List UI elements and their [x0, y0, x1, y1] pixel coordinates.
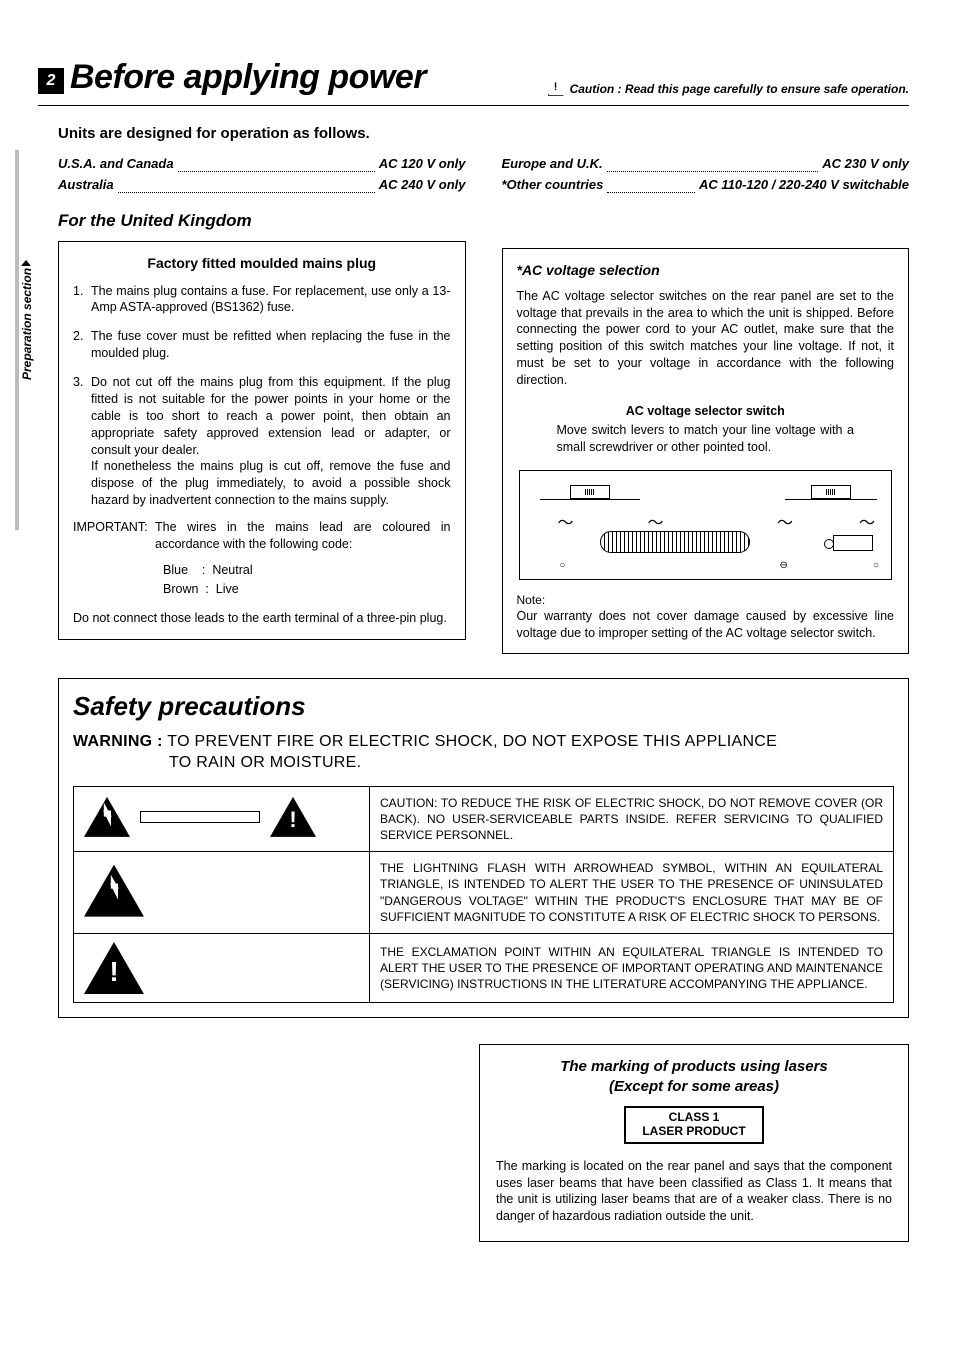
laser-text: The marking is located on the rear panel…	[496, 1158, 892, 1226]
list-num: 3.	[73, 374, 91, 458]
voltage-spec: AC 240 V only	[379, 175, 466, 196]
wire-blue: Blue : Neutral	[163, 561, 451, 580]
exclamation-triangle-icon: !	[270, 797, 316, 837]
laser-badge-1: CLASS 1	[669, 1110, 720, 1124]
uk-footer: Do not connect those leads to the earth …	[73, 610, 451, 627]
table-row: ! THE EXCLAMATION POINT WITHIN AN EQUILA…	[74, 934, 894, 1003]
laser-badge: CLASS 1 LASER PRODUCT	[624, 1106, 764, 1144]
header-caution-text: Caution : Read this page carefully to en…	[570, 81, 909, 97]
tilde-icon: 〜	[777, 513, 793, 535]
diagram-line	[785, 499, 877, 500]
list-num: 2.	[73, 328, 91, 362]
safety-title: Safety precautions	[73, 689, 894, 724]
voltage-spec: AC 110-120 / 220-240 V switchable	[699, 175, 909, 196]
switch-slot	[811, 485, 851, 499]
caution-plate-rect	[140, 811, 260, 823]
lightning-triangle-icon	[84, 797, 130, 837]
voltage-row: Australia AC 240 V only	[58, 175, 466, 196]
caution-icon: !	[548, 82, 564, 96]
lightning-triangle-icon	[84, 865, 144, 917]
laser-badge-2: LASER PRODUCT	[642, 1124, 745, 1138]
note-text: Our warranty does not cover damage cause…	[517, 608, 895, 642]
tilde-icon: 〜	[859, 513, 875, 535]
dots	[118, 175, 375, 193]
symbol-cell: !	[74, 934, 370, 1003]
caution-plate-cell: !	[74, 786, 370, 852]
uk-box-title: Factory fitted moulded mains plug	[73, 254, 451, 273]
list-text: Do not cut off the mains plug from this …	[91, 374, 451, 458]
voltage-row: U.S.A. and Canada AC 120 V only	[58, 154, 466, 175]
header: Before applying power ! Caution : Read t…	[0, 0, 954, 101]
screw-icon: ⊖	[780, 559, 788, 573]
page-title: Before applying power	[70, 55, 426, 101]
voltage-list-right: Europe and U.K. AC 230 V only *Other cou…	[502, 154, 910, 196]
voltage-region: *Other countries	[502, 175, 604, 196]
important-row: IMPORTANT: The wires in the mains lead a…	[73, 519, 451, 553]
symbol-cell	[74, 852, 370, 934]
list-num: 1.	[73, 283, 91, 317]
note-label: Note:	[517, 592, 895, 608]
ac-sub-text: Move switch levers to match your line vo…	[557, 422, 855, 456]
side-section-label: Preparation section	[19, 268, 35, 380]
tilde-icon: 〜	[558, 513, 574, 535]
exclamation-text: THE EXCLAMATION POINT WITHIN AN EQUILATE…	[370, 934, 894, 1003]
wire-colors: Blue : Neutral Brown : Live	[163, 561, 451, 599]
list-item: 1.The mains plug contains a fuse. For re…	[73, 283, 451, 317]
intro-text: Units are designed for operation as foll…	[0, 106, 954, 154]
voltage-spec: AC 230 V only	[822, 154, 909, 175]
ac-body: The AC voltage selector switches on the …	[517, 288, 895, 389]
list-text: The mains plug contains a fuse. For repl…	[91, 283, 451, 317]
list-item: 3.Do not cut off the mains plug from thi…	[73, 374, 451, 458]
warning-text-2: TO RAIN OR MOISTURE.	[73, 752, 894, 774]
exclamation-triangle-icon: !	[84, 942, 144, 994]
switch-diagram: 〜 〜 〜 〜 ○ ⊖ ○	[519, 470, 893, 580]
symbol-table: ! CAUTION: TO REDUCE THE RISK OF ELECTRI…	[73, 786, 894, 1003]
dots	[178, 154, 375, 172]
heatsink-icon	[600, 531, 750, 553]
screw-icon: ○	[560, 559, 566, 573]
list-text: The fuse cover must be refitted when rep…	[91, 328, 451, 362]
voltage-list-left: U.S.A. and Canada AC 120 V only Australi…	[58, 154, 466, 196]
important-label: IMPORTANT:	[73, 519, 155, 553]
warning-line: WARNING : TO PREVENT FIRE OR ELECTRIC SH…	[73, 731, 894, 774]
table-row: THE LIGHTNING FLASH WITH ARROWHEAD SYMBO…	[74, 852, 894, 934]
screw-icon: ○	[873, 559, 879, 573]
laser-title: The marking of products using lasers (Ex…	[496, 1057, 892, 1096]
uk-item3-extra: If nonetheless the mains plug is cut off…	[91, 458, 451, 509]
laser-title-1: The marking of products using lasers	[560, 1058, 828, 1075]
uk-title: For the United Kingdom	[58, 210, 466, 233]
dots	[607, 154, 819, 172]
ac-sub-title: AC voltage selector switch	[517, 403, 895, 420]
list-item: 2.The fuse cover must be refitted when r…	[73, 328, 451, 362]
voltage-row: Europe and U.K. AC 230 V only	[502, 154, 910, 175]
laser-title-2: (Except for some areas)	[609, 1078, 779, 1095]
voltage-region: Europe and U.K.	[502, 154, 603, 175]
dots	[607, 175, 695, 193]
important-text: The wires in the mains lead are coloured…	[155, 519, 451, 553]
diagram-line	[540, 499, 640, 500]
caution-text: CAUTION: TO REDUCE THE RISK OF ELECTRIC …	[370, 786, 894, 852]
ac-title: *AC voltage selection	[517, 261, 895, 280]
safety-box: Safety precautions WARNING : TO PREVENT …	[58, 678, 909, 1018]
lightning-text: THE LIGHTNING FLASH WITH ARROWHEAD SYMBO…	[370, 852, 894, 934]
wire-brown: Brown : Live	[163, 580, 451, 599]
voltage-region: U.S.A. and Canada	[58, 154, 174, 175]
header-caution: ! Caution : Read this page carefully to …	[548, 81, 909, 101]
voltage-spec: AC 120 V only	[379, 154, 466, 175]
ac-jack-icon	[833, 535, 873, 551]
table-row: ! CAUTION: TO REDUCE THE RISK OF ELECTRI…	[74, 786, 894, 852]
voltage-region: Australia	[58, 175, 114, 196]
switch-slot	[570, 485, 610, 499]
ac-box: *AC voltage selection The AC voltage sel…	[502, 248, 910, 655]
warning-label: WARNING :	[73, 733, 163, 750]
laser-box: The marking of products using lasers (Ex…	[479, 1044, 909, 1242]
uk-box: Factory fitted moulded mains plug 1.The …	[58, 241, 466, 641]
voltage-row: *Other countries AC 110-120 / 220-240 V …	[502, 175, 910, 196]
warning-text-1: TO PREVENT FIRE OR ELECTRIC SHOCK, DO NO…	[167, 733, 777, 750]
